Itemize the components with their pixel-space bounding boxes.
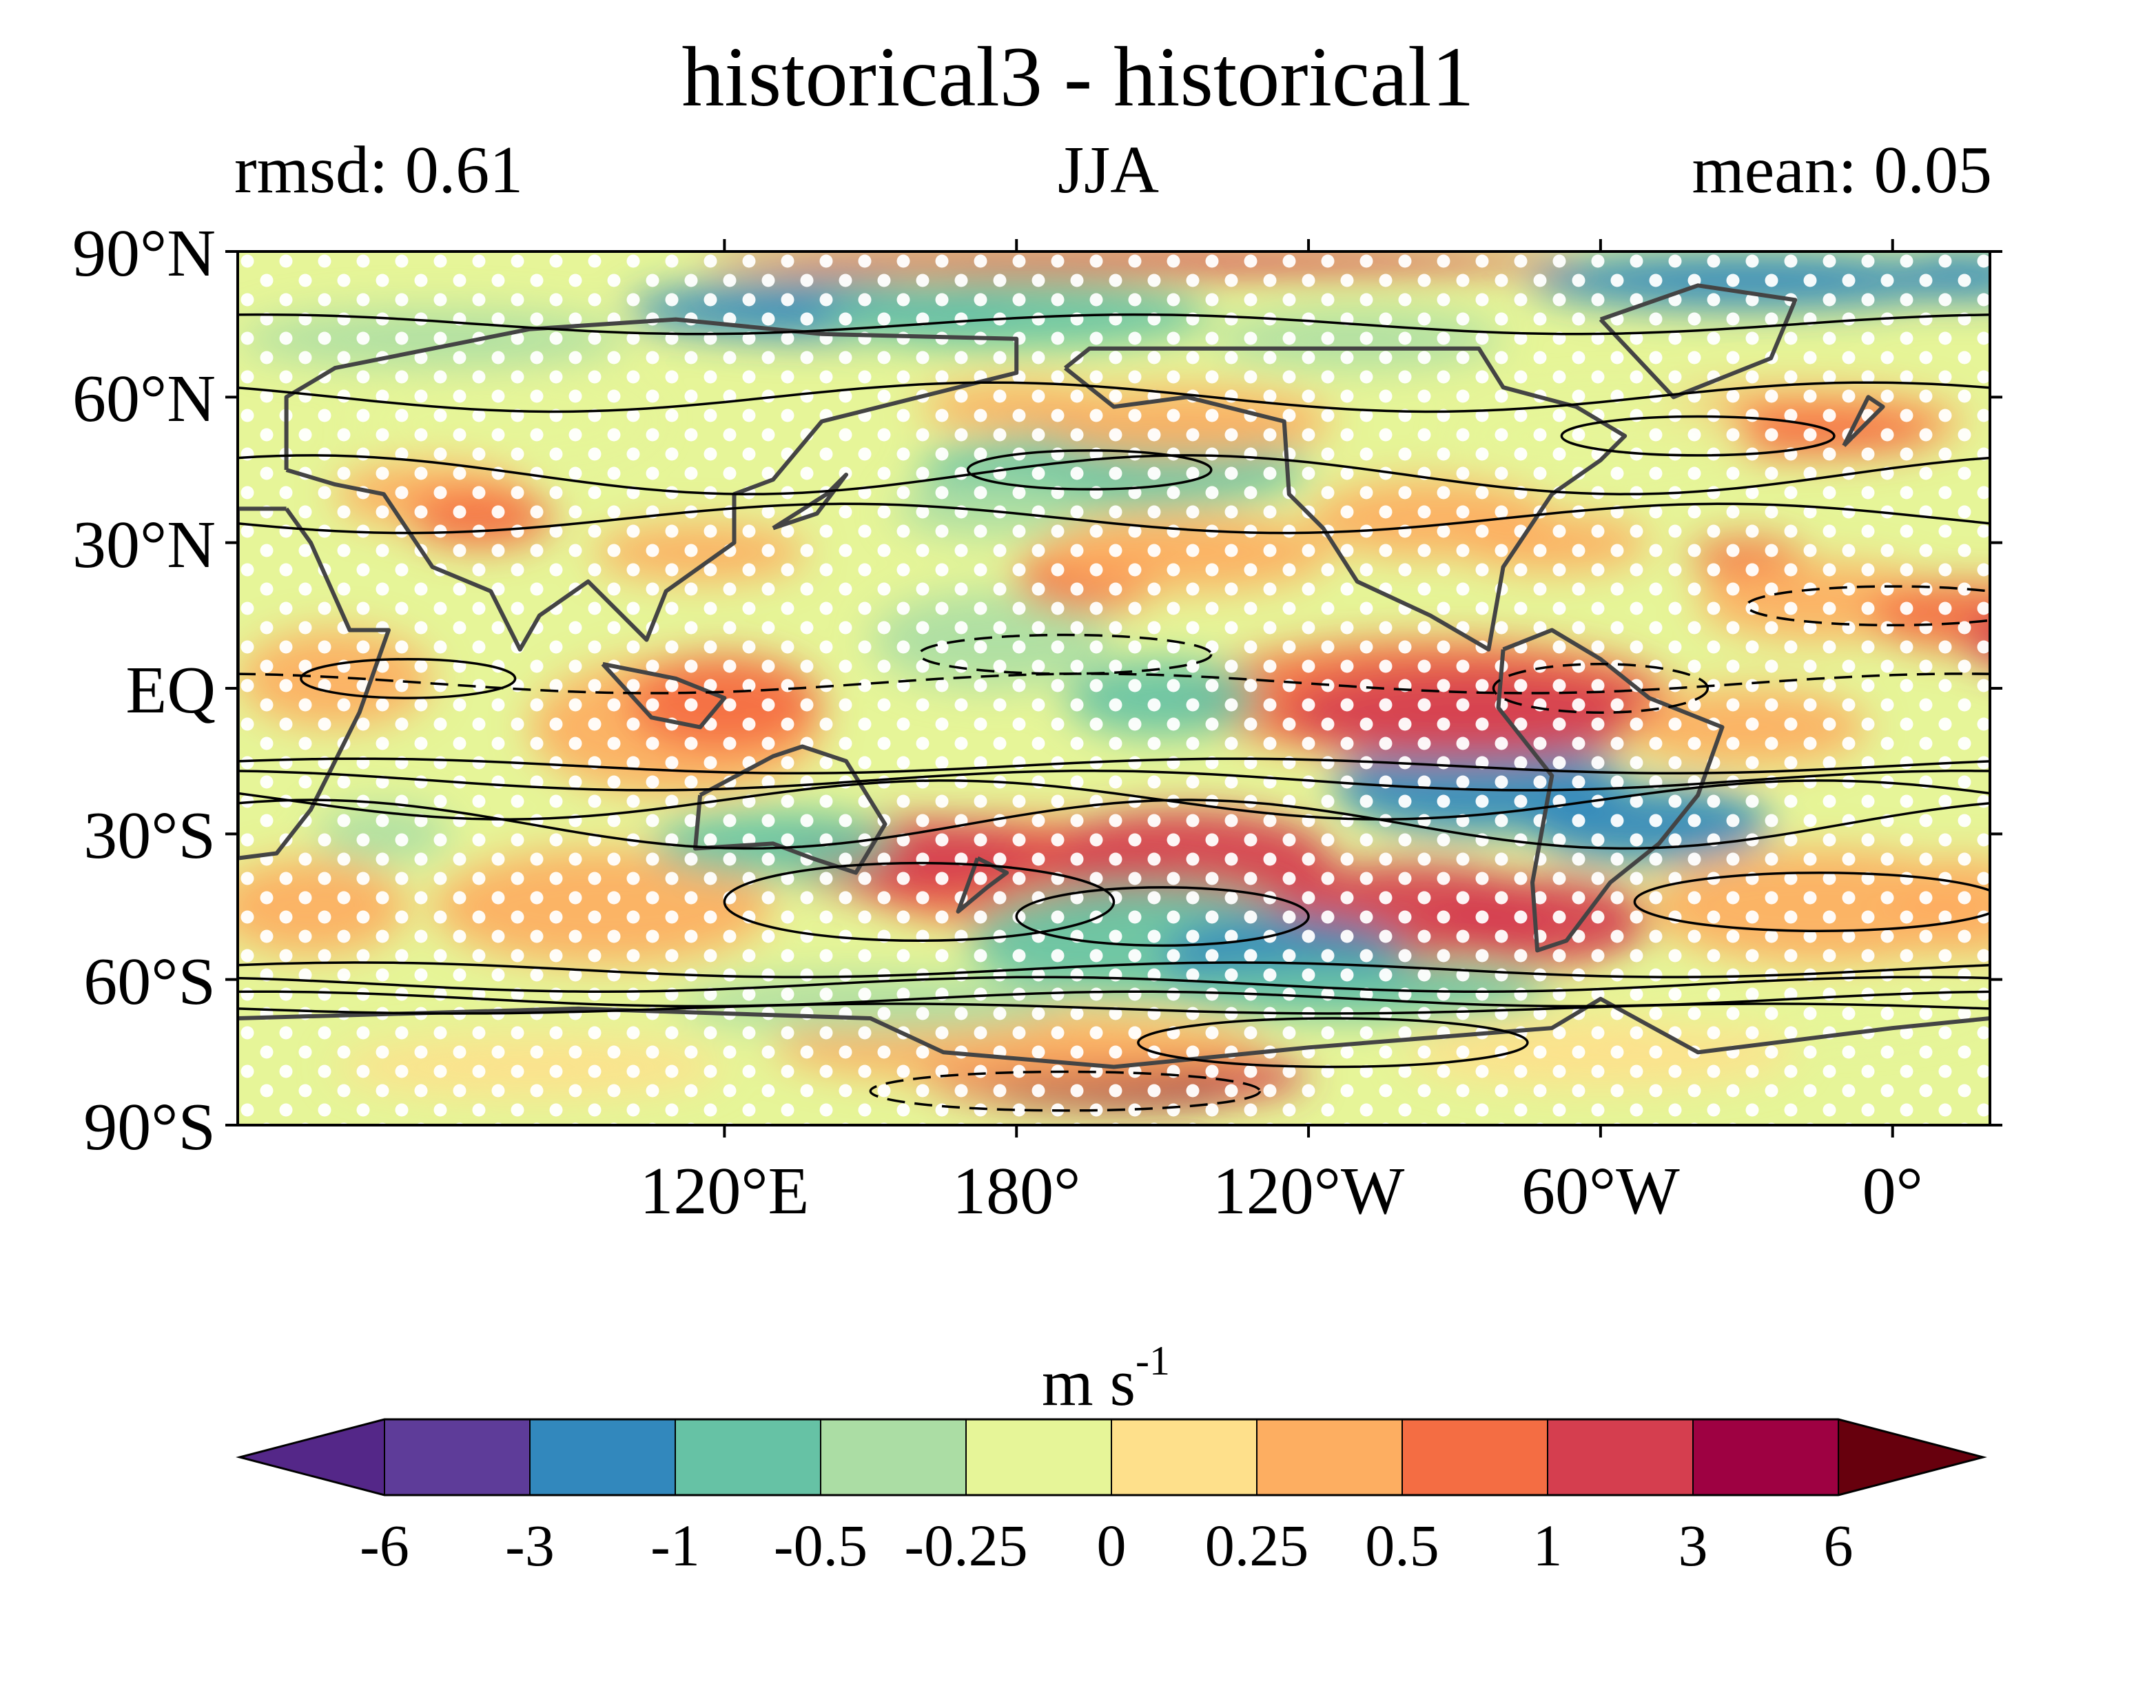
mean-label: mean: 0.05	[1692, 133, 1992, 207]
coastline	[601, 661, 727, 730]
season-label: JJA	[1058, 133, 1160, 207]
contour-loop	[1633, 871, 1990, 932]
contour-loop	[1015, 886, 1310, 947]
lon-label: 0°	[1862, 1154, 1923, 1228]
colorbar-outline	[236, 1418, 1987, 1496]
contour-loop	[966, 449, 1213, 491]
coastlines	[238, 283, 1990, 1069]
contour-line	[238, 961, 1990, 978]
colorbar-tick: 1	[1532, 1512, 1563, 1578]
axis-ticks	[225, 239, 2002, 1138]
colorbar-tick: 0	[1096, 1512, 1127, 1578]
colorbar-segment	[1692, 1419, 1839, 1496]
lat-label: 90°S	[83, 1090, 216, 1164]
contour-line	[238, 770, 1990, 792]
contour-loop	[723, 861, 1116, 943]
contour-line	[238, 976, 1990, 994]
contour-line	[238, 1002, 1990, 1015]
colorbar-segment	[1547, 1419, 1694, 1496]
lon-label: 180°	[952, 1154, 1081, 1228]
contour-line	[238, 381, 1990, 413]
colorbar-tick: -3	[505, 1512, 555, 1578]
colorbar-segment	[529, 1419, 676, 1496]
lat-label: 60°S	[83, 944, 216, 1019]
colorbar-tick: -0.5	[773, 1512, 868, 1578]
colorbar	[236, 1418, 1987, 1496]
contour-loop	[1137, 1017, 1529, 1069]
contour-line	[238, 757, 1990, 775]
colorbar-segment	[1256, 1419, 1403, 1496]
contour-line	[238, 454, 1990, 495]
coastline	[693, 744, 887, 875]
colorbar-tick: 3	[1678, 1512, 1708, 1578]
coastline	[1599, 283, 1798, 400]
lat-label: 30°N	[72, 507, 216, 582]
contour-line	[238, 502, 1990, 535]
coastline	[1064, 346, 1628, 652]
colorbar-tick: -6	[360, 1512, 409, 1578]
contour-line-negative	[238, 672, 1990, 694]
colorbar-segment	[1402, 1419, 1548, 1496]
lat-label: 90°N	[72, 216, 216, 291]
colorbar-units: m s-1	[1041, 1338, 1171, 1419]
contour-loop-negative	[918, 633, 1213, 675]
contour-line	[238, 779, 1990, 821]
colorbar-tick: -1	[650, 1512, 700, 1578]
contour-line	[238, 313, 1990, 336]
lat-label: EQ	[125, 653, 216, 728]
colorbar-tick: 6	[1823, 1512, 1854, 1578]
contour-loop-negative	[1745, 585, 1990, 627]
stipple-dots	[238, 251, 1990, 1125]
colorbar-segment	[675, 1419, 821, 1496]
map-title: historical3 - historical1	[681, 30, 1475, 124]
lon-label: 120°W	[1212, 1154, 1405, 1228]
coastline	[1496, 628, 1725, 953]
coastline	[1842, 395, 1885, 447]
significance-stippling	[238, 251, 1990, 1125]
contour-loop-negative	[1492, 663, 1710, 714]
lon-label: 120°E	[639, 1154, 810, 1228]
lon-label: 60°W	[1521, 1154, 1680, 1228]
rmsd-label: rmsd: 0.61	[234, 133, 524, 207]
colorbar-under-arrow	[237, 1418, 385, 1496]
colorbar-segment	[965, 1419, 1112, 1496]
lat-label: 30°S	[83, 799, 216, 874]
colorbar-segment	[1111, 1419, 1257, 1496]
colorbar-over-arrow	[1838, 1418, 1986, 1496]
colorbar-segment	[384, 1419, 531, 1496]
coastline	[238, 996, 1990, 1069]
contour-line	[238, 799, 1990, 850]
lat-label: 60°N	[72, 362, 216, 437]
coastline	[956, 856, 1009, 914]
contour-loop	[1560, 415, 1836, 457]
contour-loop-negative	[869, 1070, 1262, 1112]
colorbar-segment	[820, 1419, 967, 1496]
map-field	[238, 251, 1990, 1125]
colorbar-tick: 0.25	[1204, 1512, 1309, 1578]
contour-loop	[300, 657, 517, 699]
colorbar-tick: -0.25	[904, 1512, 1028, 1578]
coastline	[238, 506, 391, 861]
climatology-contours	[238, 313, 1990, 1112]
colorbar-tick: 0.5	[1365, 1512, 1439, 1578]
